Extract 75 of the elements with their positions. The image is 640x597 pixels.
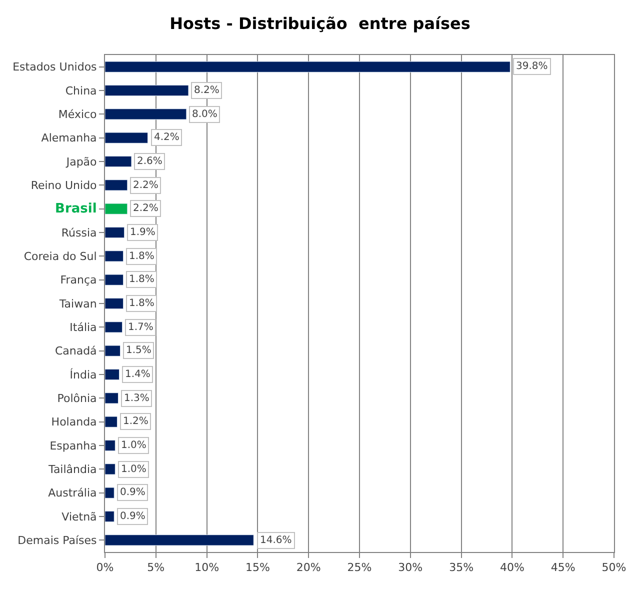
data-label: 1.0% <box>121 440 146 451</box>
data-label: 14.6% <box>260 535 292 546</box>
bar <box>105 510 114 522</box>
data-label: 4.2% <box>154 132 180 143</box>
chart-title: Hosts - Distribuição entre países <box>170 14 470 34</box>
bar <box>105 416 118 428</box>
bar <box>105 392 118 404</box>
bar <box>105 132 148 144</box>
bar <box>105 250 124 262</box>
y-tick-label: Índia <box>70 367 97 382</box>
bar <box>105 464 116 475</box>
data-label: 1.8% <box>129 274 154 285</box>
data-label: 1.2% <box>123 416 148 427</box>
x-tick-label: 40% <box>500 561 524 574</box>
x-tick-label: 0% <box>96 561 114 574</box>
x-tick-label: 15% <box>245 561 270 574</box>
data-label: 8.0% <box>192 109 218 120</box>
x-tick-label: 10% <box>194 561 220 574</box>
x-tick-label: 25% <box>347 561 372 574</box>
bar <box>105 440 116 452</box>
x-tick-label: 45% <box>550 561 576 574</box>
data-label: 39.8% <box>516 61 548 72</box>
bar <box>105 108 187 120</box>
y-tick-label: Espanha <box>50 439 97 452</box>
data-label: 1.8% <box>129 251 154 262</box>
data-label: 1.7% <box>128 322 154 333</box>
data-label: 1.5% <box>126 345 152 356</box>
x-tick-label: 50% <box>602 561 626 574</box>
bar <box>105 322 123 333</box>
y-tick-label: Japão <box>65 155 98 168</box>
y-tick-label: Vietnã <box>62 510 97 524</box>
x-tick-label: 5% <box>147 561 165 574</box>
y-tick-label: Estados Unidos <box>12 60 98 74</box>
y-tick-label: Alemanha <box>41 132 97 145</box>
data-label: 1.3% <box>124 393 150 404</box>
y-tick-label: Rússia <box>61 226 97 240</box>
y-tick-label: Coreia do Sul <box>24 250 97 264</box>
bar <box>105 487 114 498</box>
data-label: 1.9% <box>130 227 156 238</box>
y-tick-label: Tailândia <box>48 463 97 476</box>
bar <box>105 61 510 72</box>
data-label: 1.4% <box>125 369 150 380</box>
y-tick-label: Itália <box>70 321 97 334</box>
bar <box>105 274 124 286</box>
y-tick-label: Demais Países <box>18 534 98 548</box>
bar <box>105 203 128 214</box>
bar <box>105 180 128 191</box>
y-tick-label: México <box>58 108 98 122</box>
data-label: 0.9% <box>120 511 146 522</box>
y-tick-label: Holanda <box>51 416 97 429</box>
data-label: 2.2% <box>133 180 158 191</box>
data-label: 2.6% <box>137 156 162 167</box>
data-label: 1.8% <box>129 298 154 309</box>
y-tick-label: Taiwan <box>58 297 97 310</box>
x-tick-label: 35% <box>449 561 474 574</box>
y-tick-label: China <box>65 84 97 98</box>
y-tick-label: França <box>60 274 97 287</box>
bar <box>105 84 189 96</box>
x-tick-label: 30% <box>398 561 423 574</box>
y-tick-label: Canadá <box>54 344 97 358</box>
bar <box>105 156 132 168</box>
y-tick-label: Polônia <box>57 392 97 406</box>
data-label: 2.2% <box>133 203 158 214</box>
data-label: 8.2% <box>194 85 220 96</box>
bar <box>105 534 254 546</box>
data-label: 0.9% <box>120 487 146 498</box>
y-tick-label: Reino Unido <box>30 179 98 192</box>
bar <box>105 345 121 356</box>
x-tick-label: 20% <box>296 561 321 574</box>
bar <box>105 226 125 238</box>
bar <box>105 368 120 380</box>
data-label: 1.0% <box>121 464 146 475</box>
y-tick-label: Austrália <box>48 486 97 500</box>
y-tick-label: Brasil <box>55 202 97 217</box>
bar <box>105 298 124 310</box>
